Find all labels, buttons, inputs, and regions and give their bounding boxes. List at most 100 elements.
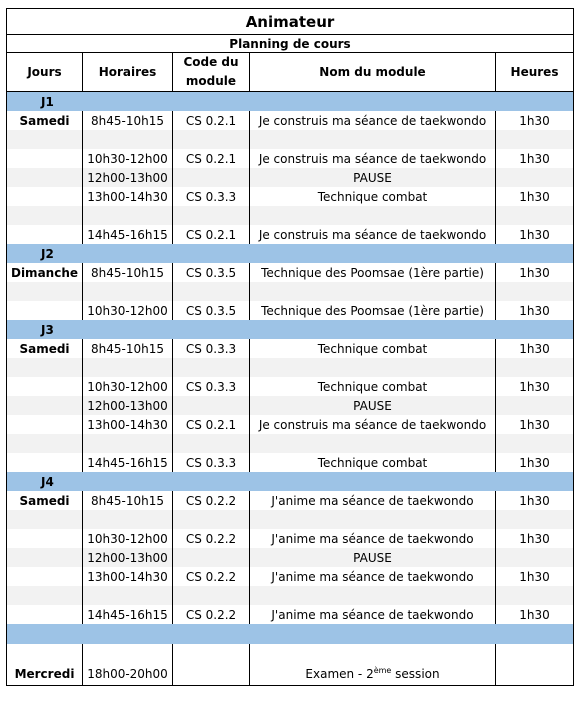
session-row: 13h00-14h30 CS 0.2.1 Je construis ma séanc… bbox=[6, 415, 574, 434]
day-label: J4 bbox=[6, 472, 574, 491]
time-slot: 10h30-12h00 bbox=[82, 301, 173, 320]
module-name: Technique des Poomsae (1ère partie) bbox=[249, 263, 496, 282]
empty-cell bbox=[172, 644, 250, 663]
blank-row bbox=[6, 130, 574, 149]
day-name bbox=[6, 453, 83, 472]
empty-cell bbox=[249, 586, 496, 605]
exam-name-suffix: session bbox=[391, 667, 440, 681]
module-code: CS 0.3.3 bbox=[172, 187, 250, 206]
session-row: 14h45-16h15 CS 0.3.3 Technique combat 1h30 bbox=[6, 453, 574, 472]
module-name: Technique combat bbox=[249, 339, 496, 358]
header-row: Jours Horaires Code du module Nom du modu… bbox=[6, 52, 574, 92]
empty-cell bbox=[495, 644, 574, 663]
exam-code bbox=[172, 663, 250, 686]
module-code: CS 0.2.1 bbox=[172, 415, 250, 434]
empty-cell bbox=[6, 586, 83, 605]
module-name: Je construis ma séance de taekwondo bbox=[249, 111, 496, 130]
empty-cell bbox=[82, 434, 173, 453]
empty-cell bbox=[249, 434, 496, 453]
module-hours: 1h30 bbox=[495, 491, 574, 510]
module-hours: 1h30 bbox=[495, 339, 574, 358]
day-name bbox=[6, 567, 83, 586]
session-row: 14h45-16h15 CS 0.2.1 Je construis ma séanc… bbox=[6, 225, 574, 244]
day-name bbox=[6, 529, 83, 548]
time-slot: 8h45-10h15 bbox=[82, 111, 173, 130]
day-name bbox=[6, 301, 83, 320]
day-name bbox=[6, 149, 83, 168]
day-name bbox=[6, 548, 83, 567]
session-row: 13h00-14h30 CS 0.3.3 Technique combat 1h30 bbox=[6, 187, 574, 206]
module-code: CS 0.3.5 bbox=[172, 263, 250, 282]
day-name bbox=[6, 187, 83, 206]
day-name: Dimanche bbox=[6, 263, 83, 282]
empty-cell bbox=[6, 510, 83, 529]
module-hours: 1h30 bbox=[495, 301, 574, 320]
empty-cell bbox=[495, 586, 574, 605]
empty-cell bbox=[6, 206, 83, 225]
blank-row bbox=[6, 358, 574, 377]
module-code bbox=[172, 168, 250, 187]
empty-cell bbox=[249, 282, 496, 301]
day-label: J1 bbox=[6, 91, 574, 111]
module-name: Technique combat bbox=[249, 453, 496, 472]
empty-cell bbox=[495, 434, 574, 453]
module-code: CS 0.2.2 bbox=[172, 605, 250, 624]
header-nom: Nom du module bbox=[249, 52, 496, 92]
empty-cell bbox=[82, 206, 173, 225]
module-hours: 1h30 bbox=[495, 529, 574, 548]
module-code: CS 0.2.1 bbox=[172, 149, 250, 168]
time-slot: 10h30-12h00 bbox=[82, 529, 173, 548]
session-row: 10h30-12h00 CS 0.3.5 Technique des Poomsae… bbox=[6, 301, 574, 320]
time-slot: 12h00-13h00 bbox=[82, 396, 173, 415]
module-hours: 1h30 bbox=[495, 225, 574, 244]
module-name: J'anime ma séance de taekwondo bbox=[249, 491, 496, 510]
exam-time: 18h00-20h00 bbox=[82, 663, 173, 686]
day-name bbox=[6, 415, 83, 434]
blank-row bbox=[6, 434, 574, 453]
module-hours: 1h30 bbox=[495, 377, 574, 396]
empty-cell bbox=[172, 510, 250, 529]
day-name: Samedi bbox=[6, 339, 83, 358]
module-hours: 1h30 bbox=[495, 567, 574, 586]
time-slot: 13h00-14h30 bbox=[82, 415, 173, 434]
empty-cell bbox=[249, 358, 496, 377]
module-code: CS 0.2.2 bbox=[172, 491, 250, 510]
blank-row bbox=[6, 586, 574, 605]
day-header-row: J2 bbox=[6, 244, 574, 263]
header-horaires: Horaires bbox=[82, 52, 173, 92]
time-slot: 14h45-16h15 bbox=[82, 225, 173, 244]
empty-cell bbox=[172, 586, 250, 605]
module-code: CS 0.2.2 bbox=[172, 567, 250, 586]
empty-cell bbox=[6, 282, 83, 301]
blank-row bbox=[6, 206, 574, 225]
module-hours bbox=[495, 396, 574, 415]
module-code: CS 0.3.5 bbox=[172, 301, 250, 320]
planning-sheet: Animateur Planning de cours Jours Horair… bbox=[6, 8, 574, 696]
empty-cell bbox=[82, 130, 173, 149]
day-header-row: J4 bbox=[6, 472, 574, 491]
empty-cell bbox=[82, 358, 173, 377]
header-code-line1: Code du bbox=[183, 55, 239, 69]
empty-cell bbox=[172, 282, 250, 301]
module-code: CS 0.2.2 bbox=[172, 529, 250, 548]
session-row: 12h00-13h00 PAUSE bbox=[6, 168, 574, 187]
exam-name: Examen - 2ème session bbox=[249, 663, 496, 686]
module-name: PAUSE bbox=[249, 168, 496, 187]
session-row: 12h00-13h00 PAUSE bbox=[6, 396, 574, 415]
separator-cell bbox=[6, 624, 574, 644]
module-name: J'anime ma séance de taekwondo bbox=[249, 605, 496, 624]
module-code: CS 0.2.1 bbox=[172, 111, 250, 130]
module-code: CS 0.3.3 bbox=[172, 377, 250, 396]
module-hours: 1h30 bbox=[495, 187, 574, 206]
day-header-row: J3 bbox=[6, 320, 574, 339]
module-code: CS 0.2.1 bbox=[172, 225, 250, 244]
module-name: J'anime ma séance de taekwondo bbox=[249, 529, 496, 548]
session-row: 10h30-12h00 CS 0.3.3 Technique combat 1h30 bbox=[6, 377, 574, 396]
module-hours: 1h30 bbox=[495, 111, 574, 130]
time-slot: 12h00-13h00 bbox=[82, 548, 173, 567]
header-code-line2: module bbox=[185, 74, 237, 88]
exam-name-prefix: Examen - 2 bbox=[305, 667, 374, 681]
empty-cell bbox=[495, 130, 574, 149]
empty-cell bbox=[249, 510, 496, 529]
module-name: Je construis ma séance de taekwondo bbox=[249, 225, 496, 244]
